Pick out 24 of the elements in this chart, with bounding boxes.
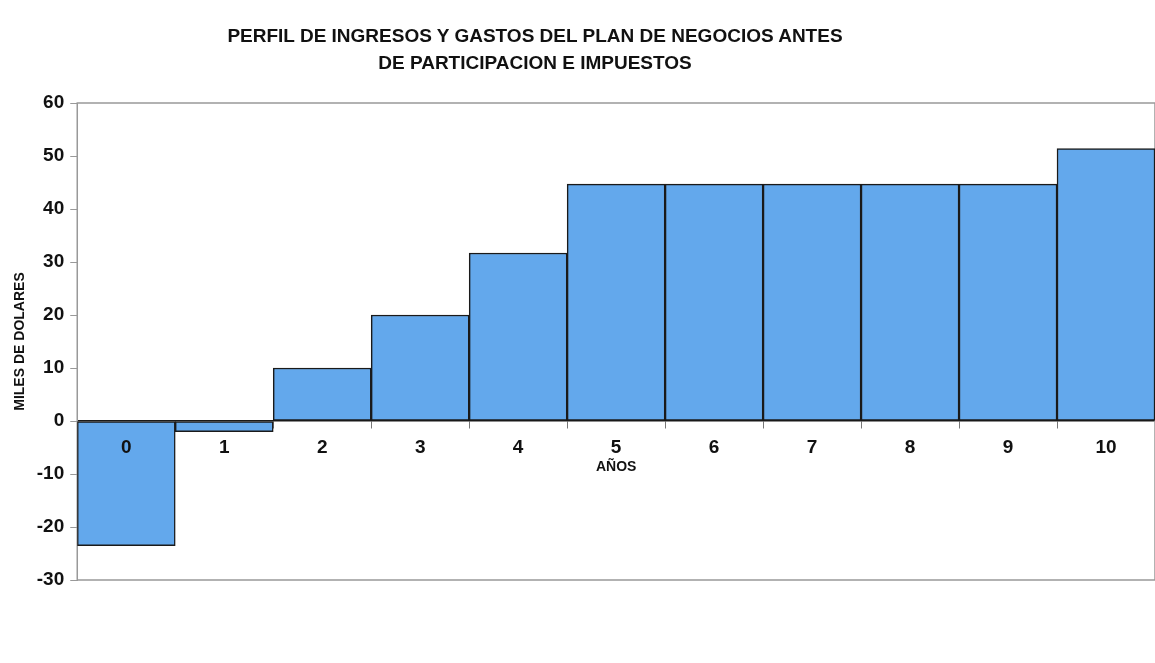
x-tick-label: 8 [904, 435, 916, 457]
x-tick-label: 2 [316, 435, 328, 457]
y-tick-label: 60 [43, 91, 65, 113]
y-tick-label: 0 [53, 409, 65, 431]
y-tick-label: 50 [43, 144, 65, 166]
chart-title: PERFIL DE INGRESOS Y GASTOS DEL PLAN DE NEGOCIOS ANTES DE PARTICIPACION E IMPUESTOS [226, 24, 844, 75]
y-tick-label: 40 [43, 197, 65, 219]
x-axis-title: AÑOS [595, 457, 637, 475]
x-tick-label: 0 [120, 435, 132, 457]
y-tick-label: -30 [36, 568, 65, 590]
y-axis-title: MILES DE DOLARES [11, 272, 28, 411]
y-tick-label: 20 [43, 303, 65, 325]
y-tick-label: 30 [43, 250, 65, 272]
x-tick-label: 1 [218, 435, 230, 457]
y-tick-label: 10 [43, 356, 65, 378]
x-tick-label: 3 [414, 435, 426, 457]
x-tick-label: 9 [1002, 435, 1014, 457]
x-tick-label: 10 [1095, 435, 1117, 457]
y-tick-label: -20 [36, 515, 65, 537]
x-tick-label: 5 [610, 435, 622, 457]
x-tick-label: 6 [708, 435, 720, 457]
x-tick-label: 7 [806, 435, 818, 457]
y-tick-label: -10 [36, 462, 65, 484]
x-tick-label: 4 [512, 435, 524, 457]
